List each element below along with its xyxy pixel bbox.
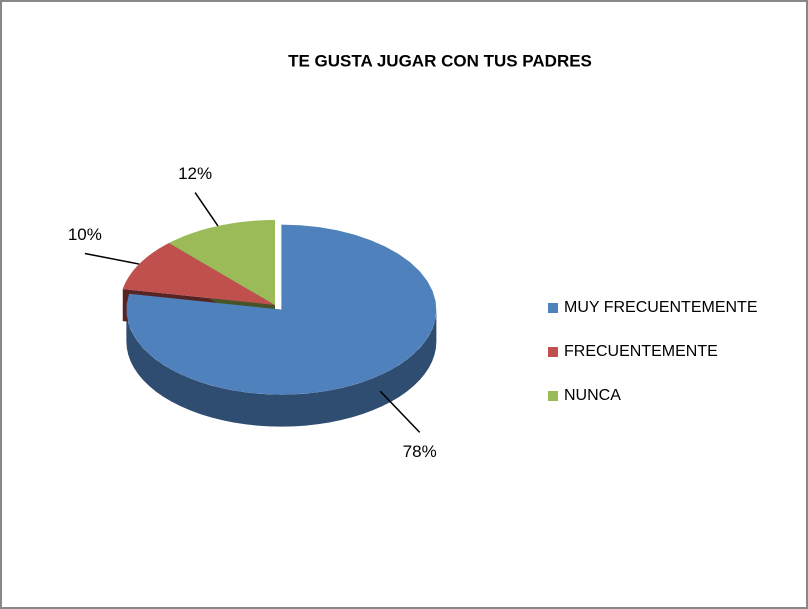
legend-swatch	[548, 391, 558, 401]
legend-label: MUY FRECUENTEMENTE	[564, 299, 758, 316]
legend-label: FRECUENTEMENTE	[564, 343, 718, 360]
data-label: 78%	[403, 442, 437, 461]
data-label: 12%	[178, 164, 212, 183]
legend-swatch	[548, 303, 558, 313]
leader-line	[379, 390, 421, 433]
slice	[122, 243, 275, 305]
leader-line	[84, 252, 140, 265]
leader-line	[194, 192, 219, 227]
legend-swatch	[548, 347, 558, 357]
chart-title: TE GUSTA JUGAR CON TUS PADRES	[288, 51, 592, 70]
legend-label: NUNCA	[564, 387, 621, 404]
slice	[168, 220, 275, 305]
slice-side	[126, 309, 437, 427]
slice	[126, 224, 437, 395]
data-label: 10%	[68, 225, 102, 244]
